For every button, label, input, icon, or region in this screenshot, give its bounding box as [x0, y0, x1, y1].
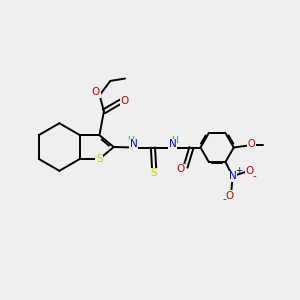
- Text: O: O: [121, 96, 129, 106]
- Text: -: -: [222, 194, 226, 204]
- Text: +: +: [235, 166, 242, 175]
- Text: H: H: [171, 136, 178, 145]
- Text: S: S: [96, 154, 103, 164]
- Text: O: O: [226, 190, 234, 200]
- Text: O: O: [246, 166, 254, 176]
- Text: O: O: [177, 164, 185, 174]
- Text: H: H: [128, 136, 135, 145]
- Text: N: N: [130, 140, 137, 149]
- Text: -: -: [252, 171, 256, 181]
- Text: N: N: [229, 171, 236, 181]
- Text: O: O: [248, 139, 255, 148]
- Text: O: O: [92, 87, 100, 97]
- Text: S: S: [151, 169, 158, 178]
- Text: N: N: [169, 140, 176, 149]
